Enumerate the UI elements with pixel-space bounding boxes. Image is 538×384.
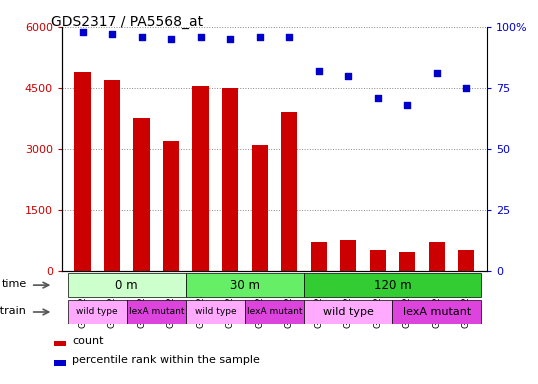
Bar <box>186 300 245 324</box>
Text: wild type: wild type <box>323 307 373 317</box>
Text: wild type: wild type <box>195 308 236 316</box>
Bar <box>458 250 475 271</box>
Point <box>196 33 205 40</box>
Bar <box>222 88 238 271</box>
Point <box>167 36 175 42</box>
Bar <box>304 300 392 324</box>
Point <box>226 36 235 42</box>
Bar <box>186 273 304 297</box>
Point <box>285 33 293 40</box>
Bar <box>340 240 356 271</box>
Bar <box>133 118 150 271</box>
Bar <box>127 300 186 324</box>
Point <box>344 73 352 79</box>
Point <box>314 68 323 74</box>
Bar <box>281 112 298 271</box>
Bar <box>193 86 209 271</box>
Bar <box>163 141 179 271</box>
Text: count: count <box>72 336 104 346</box>
Bar <box>304 273 481 297</box>
Bar <box>245 300 304 324</box>
Point <box>78 29 87 35</box>
Text: wild type: wild type <box>76 308 118 316</box>
Text: percentile rank within the sample: percentile rank within the sample <box>72 355 260 365</box>
Bar <box>392 300 481 324</box>
Bar <box>54 341 66 346</box>
Text: 0 m: 0 m <box>116 279 138 291</box>
Bar <box>399 252 415 271</box>
Text: 120 m: 120 m <box>373 279 411 291</box>
Text: strain: strain <box>0 306 26 316</box>
Bar <box>429 242 445 271</box>
Bar <box>251 145 268 271</box>
Point <box>108 31 116 37</box>
Text: time: time <box>2 279 26 289</box>
Point <box>462 85 471 91</box>
Text: lexA mutant: lexA mutant <box>129 308 184 316</box>
Bar <box>68 273 186 297</box>
Text: lexA mutant: lexA mutant <box>246 308 302 316</box>
Text: lexA mutant: lexA mutant <box>402 307 471 317</box>
Point <box>373 94 382 101</box>
Bar <box>310 242 327 271</box>
Point <box>403 102 412 108</box>
Bar <box>370 250 386 271</box>
Point <box>137 33 146 40</box>
Point <box>256 33 264 40</box>
Text: 30 m: 30 m <box>230 279 260 291</box>
Point <box>433 70 441 76</box>
Bar <box>54 360 66 366</box>
Text: GDS2317 / PA5568_at: GDS2317 / PA5568_at <box>51 15 203 29</box>
Bar <box>74 71 90 271</box>
Bar <box>104 80 120 271</box>
Bar <box>68 300 127 324</box>
